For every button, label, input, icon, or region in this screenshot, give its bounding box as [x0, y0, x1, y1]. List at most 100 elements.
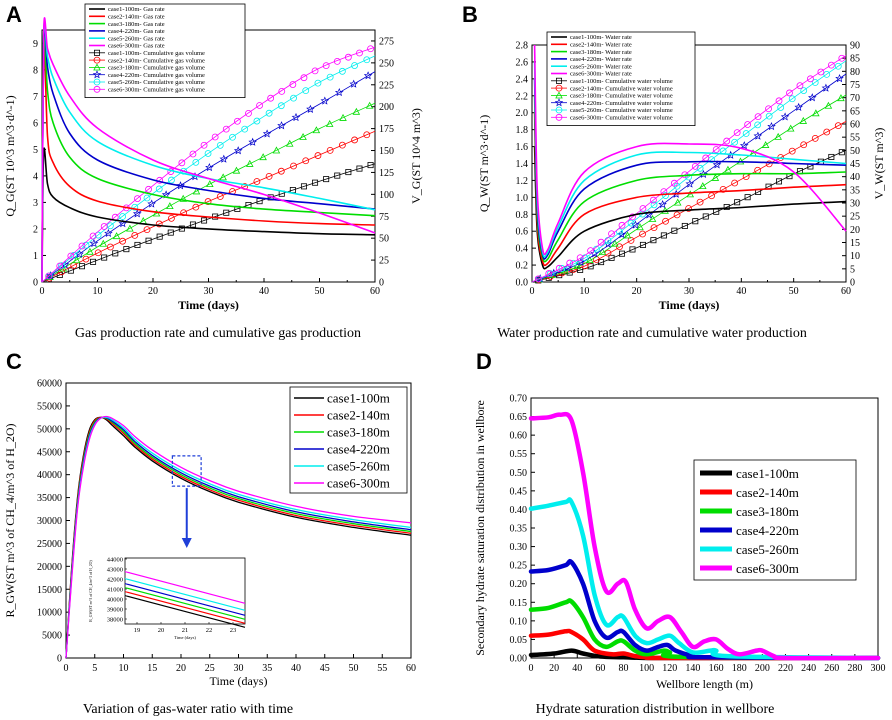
cum-marker [534, 275, 542, 283]
y-left-tick-label: 7 [33, 92, 38, 103]
cum-marker [89, 238, 99, 248]
cum-marker [241, 125, 249, 133]
cum-marker [253, 178, 261, 185]
cum-marker [719, 185, 727, 193]
inset-series-case1-100m [124, 595, 246, 628]
cum-marker [712, 160, 722, 169]
inset-series-case6-300m [124, 571, 246, 604]
cum-marker [699, 182, 707, 190]
cum-marker [696, 164, 704, 172]
cum-marker [570, 259, 577, 267]
cum-marker [82, 255, 90, 263]
legend-label: case1-100m- Gas rate [108, 6, 165, 13]
x-tick-label: 30 [684, 286, 694, 297]
y-right-tick-label: 70 [850, 93, 860, 104]
legend-label: case6-300m- Water rate [570, 71, 632, 78]
x-axis-label: Time (days) [210, 674, 268, 688]
cum-marker [636, 223, 644, 231]
cum-marker [838, 149, 845, 156]
cum-marker [351, 62, 358, 69]
y-tick-label: 55000 [37, 401, 62, 412]
cum-marker [761, 141, 770, 148]
legend-marker [556, 77, 563, 84]
y-left-tick-label: 5 [33, 145, 38, 156]
cum-marker [685, 205, 692, 212]
cum-marker [835, 73, 844, 83]
cum-marker [233, 146, 243, 155]
rate-line-case1-100m [41, 147, 376, 283]
legend-label: case3-180m [327, 425, 390, 440]
cum-markers-case5-260m [45, 56, 371, 280]
y-left-tick-label: 0.8 [516, 210, 529, 221]
panel-a: A0 10 20 30 40 50 6001234567890255075100125150… [3, 2, 423, 312]
legend-marker [555, 91, 563, 99]
x-tick-label: 60 [370, 286, 380, 297]
legend-marker [94, 49, 101, 56]
legend-label: case5-260m [736, 542, 799, 557]
inset-frame [124, 557, 246, 625]
cum-marker [367, 45, 374, 53]
cum-marker [629, 246, 636, 253]
cum-line-case1-100m [41, 163, 376, 283]
y-right-tick-label: 45 [850, 159, 860, 170]
cum-marker [817, 68, 825, 76]
inset-y-tick-label: 43000 [107, 566, 123, 573]
series-case5-260m [528, 497, 881, 661]
cum-marker [774, 132, 782, 140]
x-tick-label: 30 [204, 286, 214, 297]
cum-marker [650, 196, 657, 204]
y-tick-label: 0.10 [510, 616, 528, 627]
y-tick-label: 0.70 [510, 394, 528, 405]
legend-label: case2-140m- Water rate [570, 42, 632, 49]
cum-marker [780, 112, 790, 121]
y-right-tick-label: 150 [379, 146, 394, 157]
cum-marker [618, 221, 626, 229]
legend-label: case2-140m- Gas rate [108, 14, 165, 21]
cum-marker [262, 129, 272, 138]
x-tick-label: 300 [871, 663, 886, 674]
y-right-tick-label: 40 [850, 172, 860, 183]
y-right-tick-label: 200 [379, 102, 394, 113]
cum-markers-case6-300m [534, 54, 846, 283]
y-right-tick-label: 75 [379, 212, 389, 223]
cum-marker [776, 178, 783, 185]
cum-marker [134, 241, 141, 248]
cum-marker [823, 128, 831, 136]
cum-marker [345, 169, 352, 176]
cum-marker [267, 94, 275, 102]
y-tick-label: 35000 [37, 493, 62, 504]
legend-box [289, 386, 408, 494]
cum-marker [648, 214, 657, 222]
cum-marker [786, 124, 795, 132]
cum-marker [631, 220, 640, 229]
y-right-tick-label: 60 [850, 120, 860, 131]
y-right-tick-label: 30 [850, 199, 860, 210]
legend-box [693, 459, 857, 581]
y-tick-label: 0.25 [510, 561, 528, 572]
x-tick-label: 55 [377, 663, 387, 674]
cum-marker [367, 162, 374, 169]
caption-b: Water production rate and cumulative wat… [497, 326, 807, 341]
y-tick-label: 25000 [37, 539, 62, 550]
cum-marker [323, 176, 330, 183]
cum-marker [256, 102, 263, 109]
y-right-tick-label: 35 [850, 185, 860, 196]
y-right-tick-label: 15 [850, 238, 860, 249]
x-tick-label: 280 [847, 663, 862, 674]
cum-marker [765, 105, 772, 113]
cum-marker [566, 259, 574, 267]
cum-marker [334, 172, 341, 179]
cum-marker [671, 227, 678, 234]
cum-marker [349, 79, 358, 88]
cum-line-case6-300m [41, 46, 376, 283]
cum-marker [145, 185, 152, 193]
cum-marker [272, 146, 281, 154]
cum-line-case5-260m [531, 60, 847, 283]
caption-d: Hydrate saturation distribution in wellb… [536, 702, 775, 717]
series-case4-220m [528, 558, 881, 661]
y-right-axis-label: V_W(ST m^3) [872, 128, 886, 200]
cum-marker [206, 180, 214, 188]
cum-marker [94, 249, 102, 257]
cum-marker [692, 218, 699, 225]
